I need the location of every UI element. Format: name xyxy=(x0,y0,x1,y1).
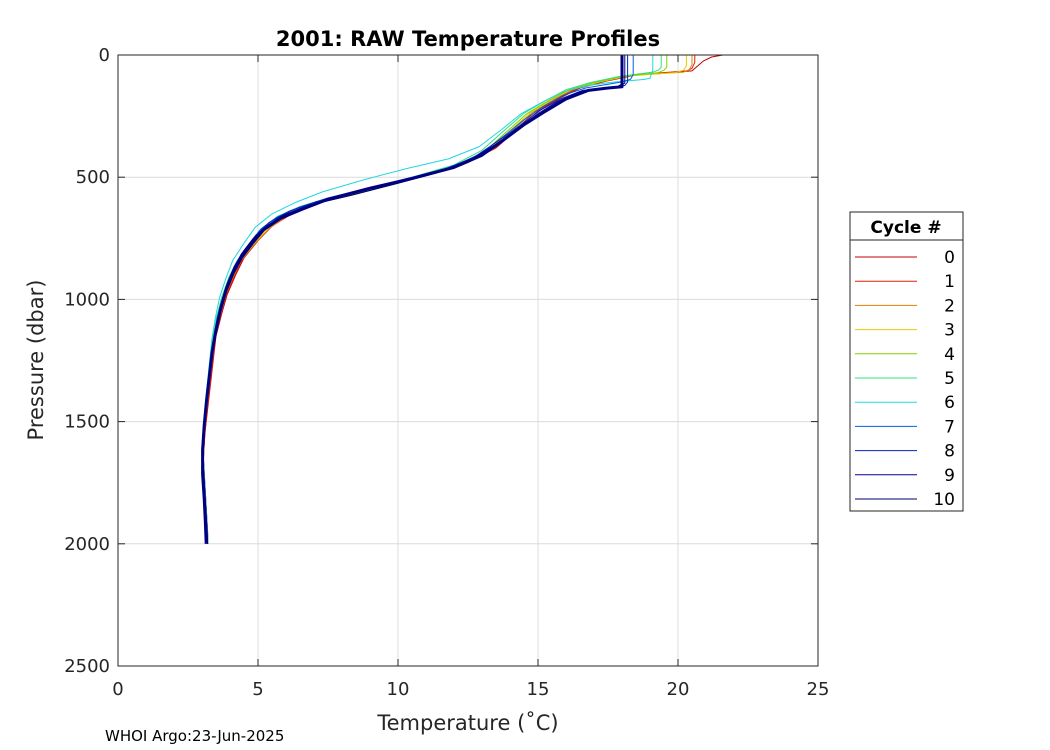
series-line-cycle-11 xyxy=(201,55,624,544)
legend-label: 10 xyxy=(933,490,955,510)
y-tick-label: 2000 xyxy=(64,534,110,555)
legend: Cycle # 0 1 2 3 4 5 6 7 8 9 10 xyxy=(849,211,964,512)
legend-title: Cycle # xyxy=(870,218,941,238)
legend-label: 9 xyxy=(944,466,955,486)
footer-credit: WHOI Argo:23-Jun-2025 xyxy=(105,727,284,745)
y-axis-label: Pressure (dbar) xyxy=(24,280,48,441)
x-tick-label: 10 xyxy=(387,679,410,700)
y-tick-label: 0 xyxy=(99,45,110,66)
x-tick-label: 0 xyxy=(112,679,123,700)
chart-title: 2001: RAW Temperature Profiles xyxy=(276,27,660,51)
legend-label: 1 xyxy=(944,272,955,292)
legend-label: 7 xyxy=(944,417,955,437)
y-tick-label: 1500 xyxy=(64,412,110,433)
legend-label: 4 xyxy=(944,345,955,365)
legend-label: 3 xyxy=(944,321,955,341)
y-tick-label: 1000 xyxy=(64,289,110,310)
x-tick-label: 20 xyxy=(667,679,690,700)
legend-label: 0 xyxy=(944,248,955,268)
x-tick-label: 15 xyxy=(527,679,550,700)
legend-label: 5 xyxy=(944,369,955,389)
series-lines xyxy=(201,54,723,544)
y-tick-label: 2500 xyxy=(64,656,110,677)
legend-box xyxy=(849,211,964,512)
x-axis-label: Temperature (˚C) xyxy=(376,711,558,735)
x-tick-label: 25 xyxy=(807,679,830,700)
legend-label: 6 xyxy=(944,393,955,413)
y-tick-label: 500 xyxy=(76,167,110,188)
axis-ticks: 0 5 10 15 20 25 0 500 1000 1500 2000 2500 xyxy=(64,45,829,700)
legend-label: 8 xyxy=(944,442,955,462)
legend-items: 0 1 2 3 4 5 6 7 8 9 10 xyxy=(855,248,955,510)
x-tick-label: 5 xyxy=(252,679,263,700)
plot-frame xyxy=(117,54,819,667)
grid-lines xyxy=(117,54,819,667)
legend-label: 2 xyxy=(944,296,955,316)
